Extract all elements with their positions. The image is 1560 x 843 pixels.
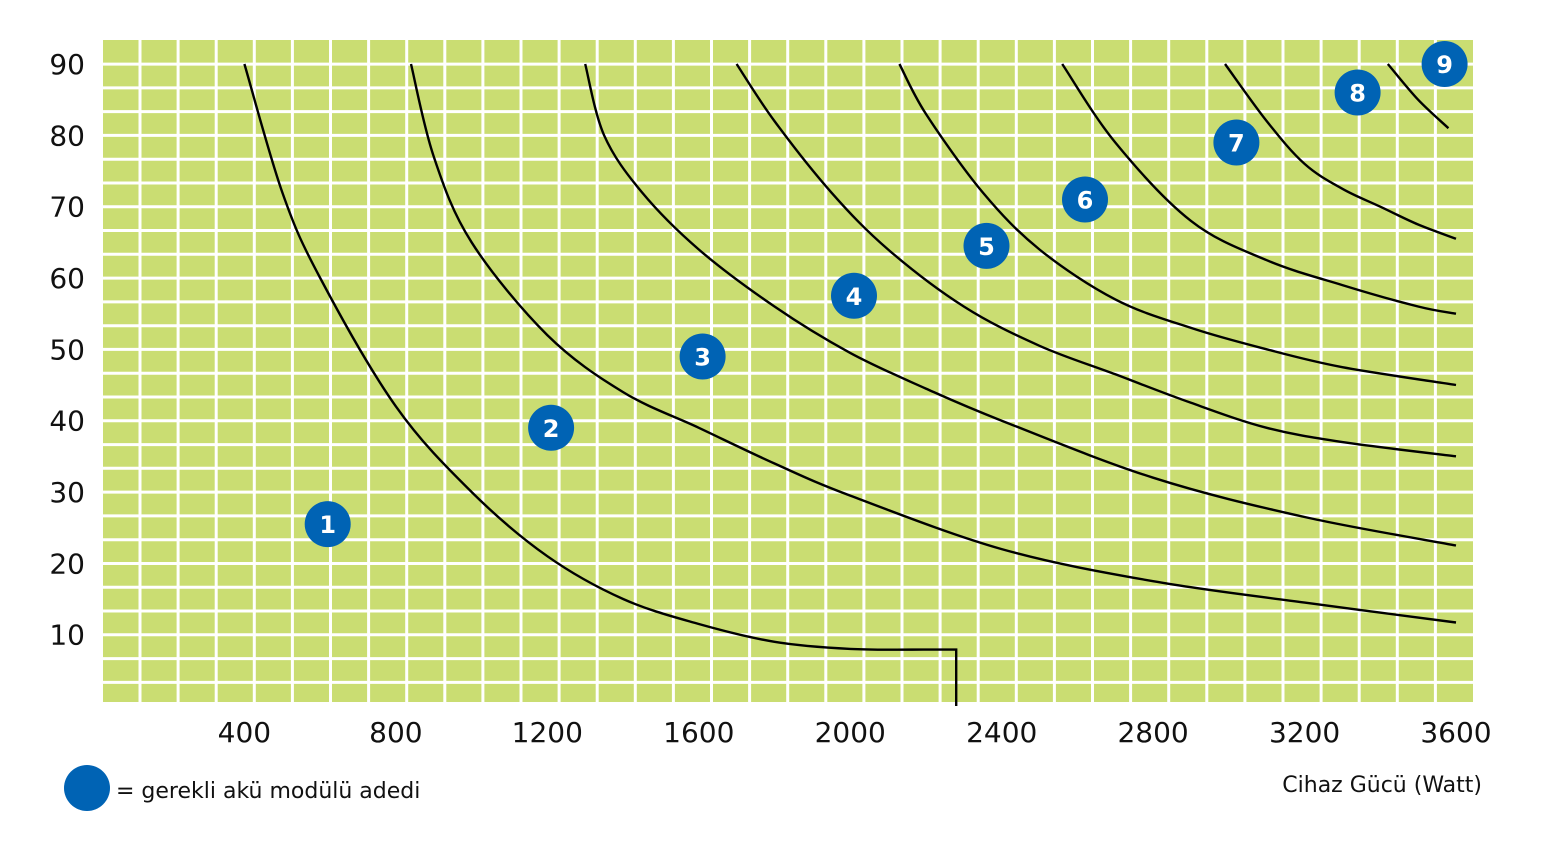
y-axis-ticks: 10 20 30 40 50 60 70 80 90 xyxy=(49,48,85,652)
x-tick-label: 2400 xyxy=(966,716,1037,749)
marker-label-4: 4 xyxy=(846,283,863,311)
y-tick-label: 70 xyxy=(49,191,85,224)
curve-series-2 xyxy=(409,63,1457,624)
marker-label-5: 5 xyxy=(978,233,995,261)
marker-circle-2 xyxy=(528,404,575,451)
grid xyxy=(103,40,1473,702)
marker-label-8: 8 xyxy=(1349,80,1366,108)
marker-label-7: 7 xyxy=(1228,130,1245,158)
marker-circle-3 xyxy=(679,333,726,380)
curve-series-3 xyxy=(584,63,1457,547)
x-tick-label: 1600 xyxy=(663,716,734,749)
legend-marker xyxy=(64,765,110,811)
curve-series-1 xyxy=(243,63,958,706)
marker-circle-8 xyxy=(1334,69,1381,116)
x-tick-label: 2000 xyxy=(815,716,886,749)
curve-series-4 xyxy=(735,63,1457,458)
x-axis-ticks: 400 800 1200 1600 2000 2400 2800 3200 3600 xyxy=(218,716,1492,749)
x-axis-label: Cihaz Gücü (Watt) xyxy=(1282,773,1482,798)
x-tick-label: 400 xyxy=(218,716,271,749)
y-tick-label: 10 xyxy=(49,619,85,652)
marker-circle-6 xyxy=(1062,176,1108,223)
x-tick-label: 800 xyxy=(369,716,422,749)
marker-label-9: 9 xyxy=(1436,51,1453,79)
x-tick-label: 3600 xyxy=(1420,716,1491,749)
marker-label-2: 2 xyxy=(543,415,560,443)
curve-series-6 xyxy=(1061,63,1457,315)
y-tick-label: 20 xyxy=(49,547,85,580)
y-tick-label: 90 xyxy=(49,48,85,81)
legend-text: = gerekli akü modülü adedi xyxy=(116,779,420,804)
y-tick-label: 80 xyxy=(49,119,85,152)
x-tick-label: 3200 xyxy=(1269,716,1340,749)
curve-series-5 xyxy=(898,63,1457,387)
marker-circle-1 xyxy=(304,501,351,548)
curve-series-8 xyxy=(1386,63,1450,130)
x-tick-label: 2800 xyxy=(1117,716,1188,749)
marker-circle-4 xyxy=(831,272,877,319)
curve-series-7 xyxy=(1224,63,1457,240)
marker-circle-9 xyxy=(1421,41,1468,87)
y-tick-label: 50 xyxy=(49,333,85,366)
y-tick-label: 40 xyxy=(49,405,85,438)
marker-label-1: 1 xyxy=(319,511,336,539)
marker-label-3: 3 xyxy=(694,344,711,372)
curves xyxy=(243,63,1457,706)
markers: 1 2 3 4 5 6 7 8 9 xyxy=(304,41,1468,548)
y-tick-label: 30 xyxy=(49,476,85,509)
marker-circle-7 xyxy=(1213,119,1260,166)
x-tick-label: 1200 xyxy=(512,716,583,749)
marker-label-6: 6 xyxy=(1077,187,1094,215)
marker-circle-5 xyxy=(963,222,1010,269)
y-tick-label: 60 xyxy=(49,262,85,295)
